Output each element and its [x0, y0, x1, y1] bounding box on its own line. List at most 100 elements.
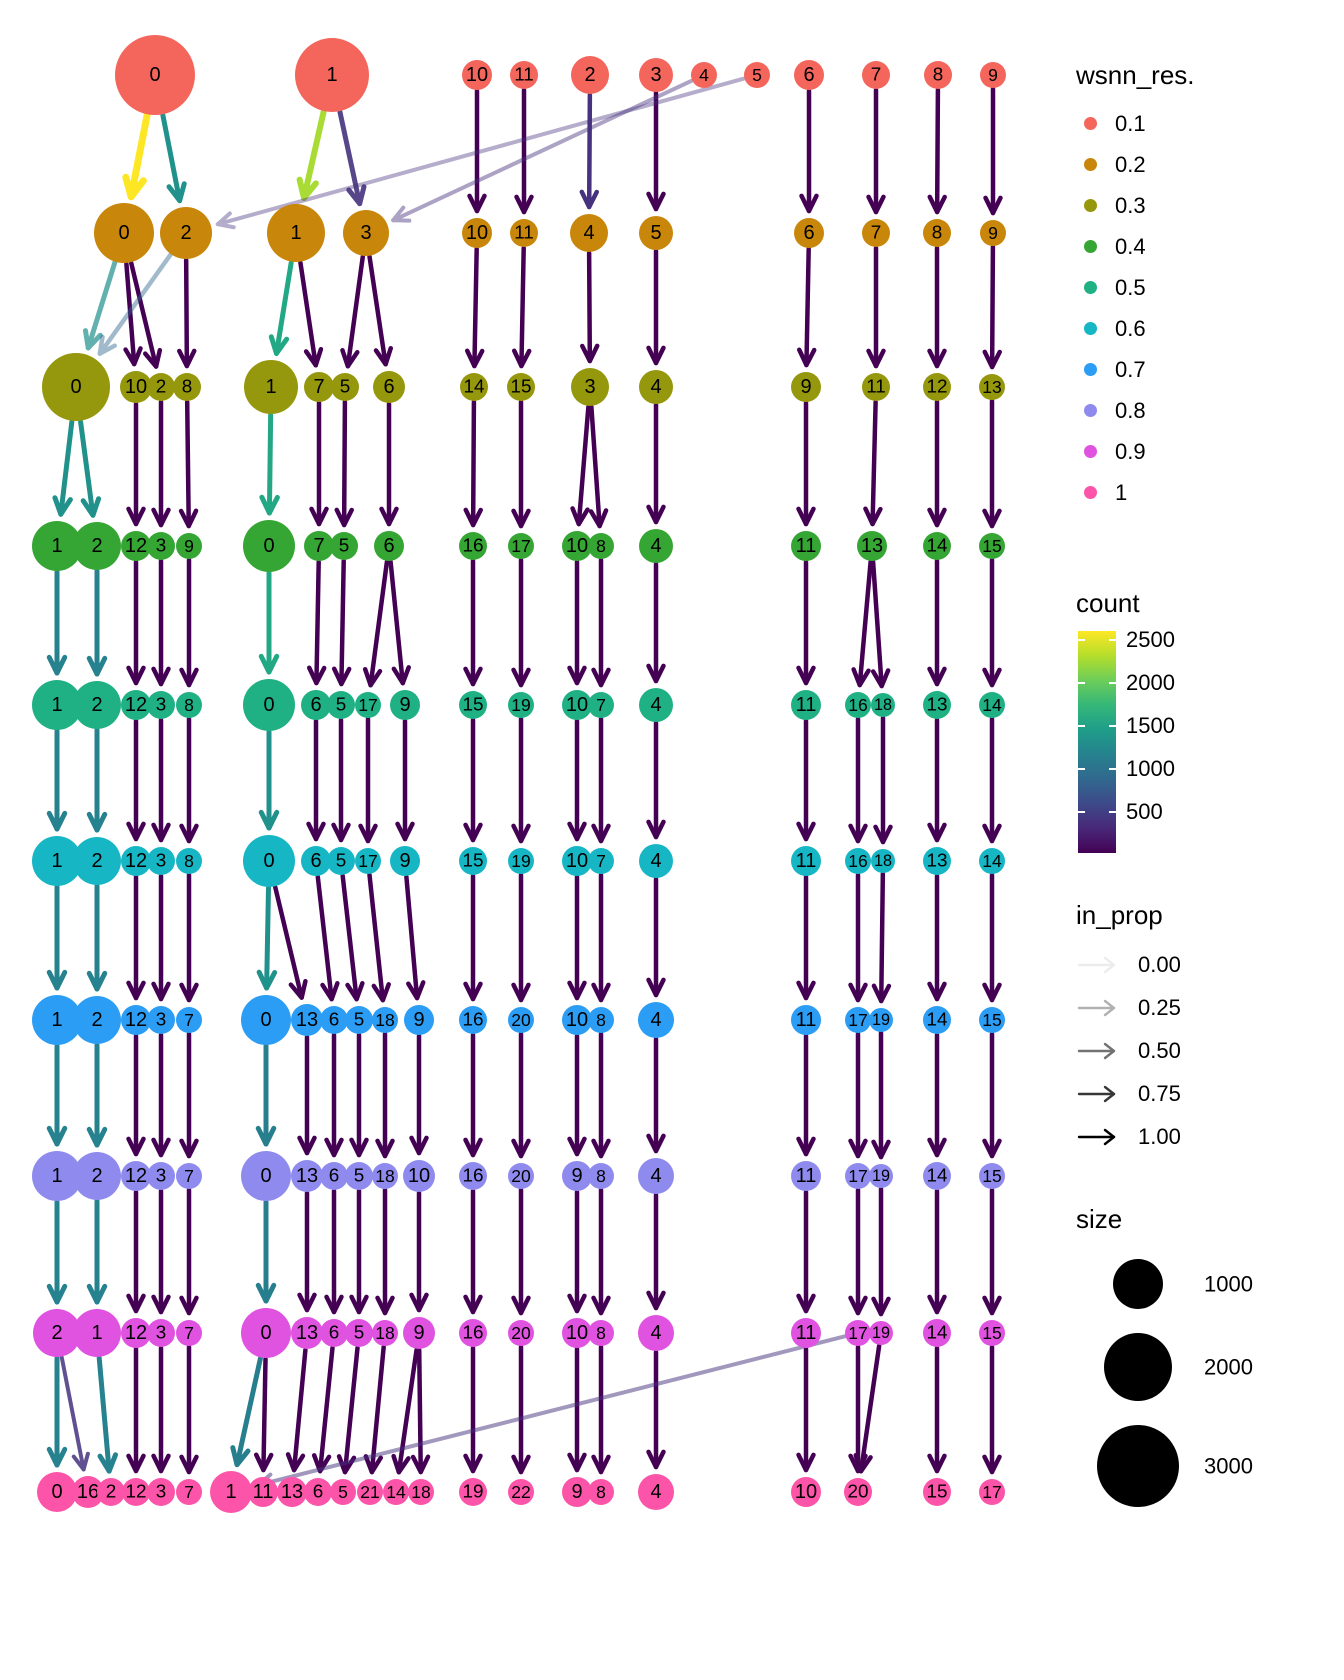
edge-arrow	[853, 1343, 882, 1474]
cluster-node: 10	[462, 218, 492, 248]
cluster-node-label: 2	[156, 377, 167, 398]
edge-arrow	[567, 559, 587, 686]
legend-size-items: 1000 2000 3000	[1097, 1259, 1253, 1507]
res-item-label: 0.5	[1115, 274, 1146, 300]
cluster-node: 7	[176, 1479, 202, 1505]
cluster-node: 7	[862, 61, 890, 89]
edge-arrow	[123, 261, 143, 367]
colorbar-tick-label: 2500	[1126, 627, 1175, 652]
edge-arrow	[796, 1033, 816, 1157]
edge-arrow	[591, 1344, 611, 1475]
cluster-node-label: 4	[650, 376, 661, 398]
cluster-node-label: 12	[125, 1322, 147, 1344]
cluster-node: 4	[691, 62, 717, 88]
edge-arrow	[591, 1187, 611, 1316]
cluster-node: 8	[924, 61, 952, 89]
cluster-node: 5	[345, 1319, 373, 1347]
cluster-node-label: 5	[650, 222, 661, 244]
cluster-node: 3	[147, 1006, 175, 1034]
cluster-node-label: 12	[125, 850, 147, 872]
cluster-node-label: 4	[650, 1165, 661, 1187]
edge-arrow	[340, 254, 366, 369]
cluster-node: 3	[147, 691, 175, 719]
cluster-node-label: 5	[336, 695, 347, 716]
cluster-node: 9	[980, 62, 1006, 88]
cluster-node-label: 11	[796, 1322, 817, 1344]
edge-arrow	[983, 86, 1003, 216]
cluster-node-label: 11	[514, 65, 534, 86]
colorbar-tick-label: 1500	[1126, 713, 1175, 738]
res-color-dot	[1084, 199, 1097, 212]
legend-inprop-item: 0.50	[1076, 1029, 1344, 1072]
edge-arrow	[570, 404, 591, 527]
edge-arrow	[126, 1346, 146, 1474]
cluster-node-label: 8	[184, 695, 194, 715]
cluster-node-label: 7	[184, 1010, 194, 1030]
cluster-node-label: 15	[982, 1323, 1002, 1343]
edge-arrow	[463, 1345, 483, 1474]
cluster-node-label: 20	[511, 1166, 531, 1186]
cluster-node: 10	[120, 371, 152, 403]
cluster-node: 6	[304, 1478, 332, 1506]
edge-arrow	[511, 557, 531, 688]
legend-inprop: in_prop 0.00 0.25 0.50 0.75 1.00	[1076, 900, 1344, 1158]
cluster-node: 9	[390, 846, 420, 876]
edge-arrow	[982, 1031, 1002, 1159]
edge-arrow	[324, 1188, 344, 1315]
cluster-node: 18	[372, 1007, 398, 1033]
edge-arrow	[866, 245, 886, 369]
edge-arrow	[340, 873, 365, 1002]
cluster-node-label: 1	[51, 1165, 62, 1187]
cluster-node-label: 8	[182, 377, 193, 398]
cluster-node: 2	[97, 1478, 125, 1506]
cluster-node: 8	[173, 373, 201, 401]
legend-res-item: 0.4	[1076, 226, 1344, 267]
cluster-node-label: 12	[125, 1165, 147, 1187]
cluster-node: 1	[32, 836, 82, 886]
edge-arrow	[177, 257, 197, 369]
cluster-node: 11	[791, 1161, 821, 1191]
cluster-node: 18	[372, 1163, 398, 1189]
edge-arrow	[580, 250, 600, 364]
edge-arrow	[309, 400, 329, 527]
cluster-node-label: 4	[650, 1481, 661, 1503]
cluster-node-label: 0	[263, 694, 274, 716]
cluster-node-label: 6	[313, 1482, 324, 1503]
cluster-node: 11	[510, 219, 538, 247]
cluster-node-label: 13	[861, 535, 883, 557]
cluster-node-label: 16	[77, 1481, 99, 1503]
colorbar-tick-label: 500	[1126, 799, 1163, 824]
cluster-node-label: 12	[125, 694, 147, 716]
cluster-node-label: 7	[313, 376, 324, 398]
cluster-node: 20	[844, 1478, 872, 1506]
edge-arrow	[927, 558, 947, 687]
edge-arrow	[982, 557, 1002, 688]
cluster-node-label: 6	[329, 1323, 340, 1344]
edge-arrow	[567, 1189, 587, 1314]
cluster-node-label: 5	[354, 1166, 365, 1187]
cluster-node: 2	[571, 56, 609, 94]
cluster-node: 15	[459, 691, 487, 719]
cluster-node-label: 13	[926, 695, 947, 716]
size-item-label: 1000	[1204, 1272, 1253, 1297]
res-color-dot	[1084, 158, 1097, 171]
cluster-node: 1	[267, 204, 325, 262]
edge-arrow	[122, 111, 151, 201]
cluster-node-label: 9	[571, 1165, 582, 1187]
edge-arrow	[799, 88, 819, 214]
edge-arrow	[46, 1199, 68, 1305]
edge-arrow	[78, 419, 102, 518]
cluster-node-label: 8	[932, 223, 943, 244]
cluster-node-label: 2	[91, 1009, 102, 1031]
edge-arrow	[870, 559, 891, 689]
cluster-node: 9	[791, 372, 821, 402]
edge-arrow	[982, 1187, 1002, 1316]
edge-arrow	[151, 399, 171, 528]
edge-arrow	[848, 716, 868, 844]
cluster-node: 0	[241, 1151, 291, 1201]
cluster-node-label: 13	[982, 377, 1002, 397]
edge-arrow	[927, 1345, 947, 1474]
cluster-node-label: 10	[566, 1009, 588, 1031]
cluster-node-label: 11	[253, 1481, 274, 1503]
legend-inprop-item: 0.25	[1076, 986, 1344, 1029]
